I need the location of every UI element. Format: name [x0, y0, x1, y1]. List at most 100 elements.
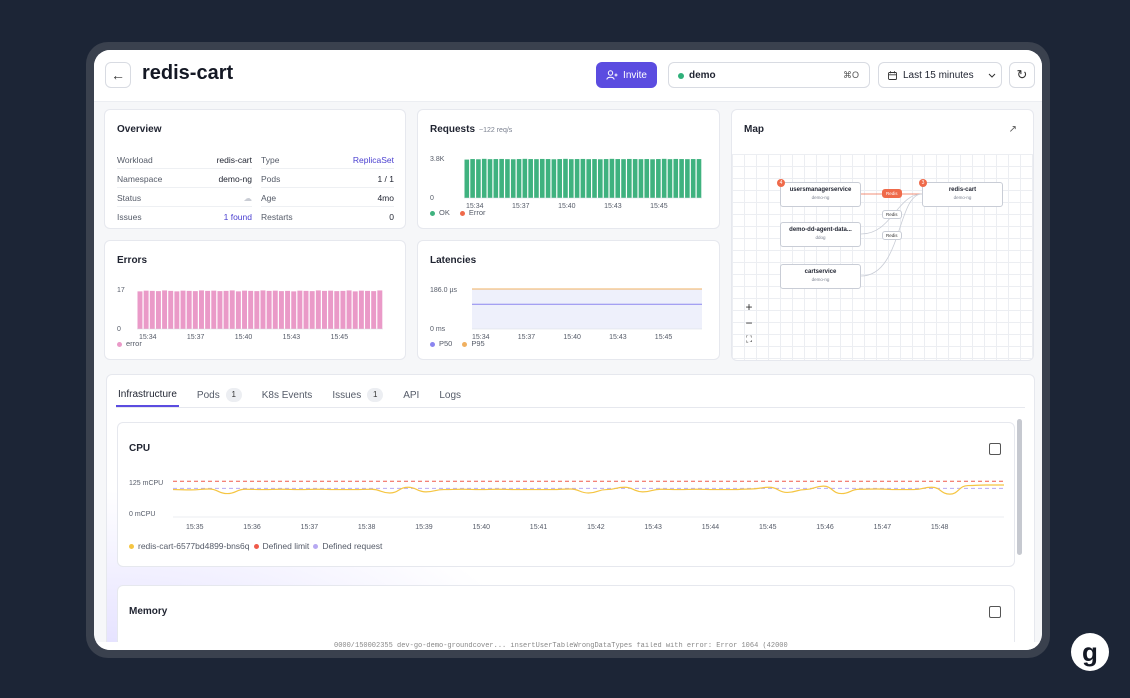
cloud-status-icon: ☁ [243, 193, 253, 203]
x-tick-label: 15:37 [512, 203, 530, 210]
refresh-button[interactable]: ↻ [1009, 62, 1035, 88]
bar [644, 159, 650, 198]
bar [464, 159, 470, 198]
tab-logs[interactable]: Logs [437, 383, 463, 407]
tab-api[interactable]: API [401, 383, 421, 407]
y-tick-label: 17 [117, 287, 125, 294]
x-tick-label: 15:38 [358, 524, 376, 531]
issues-link[interactable]: 1 found [223, 212, 252, 222]
map-node-demo-dd-agent[interactable]: demo-dd-agent-data... ddog [780, 222, 861, 247]
map-node-cartservice[interactable]: cartservice demo-ng [780, 264, 861, 289]
requests-title: Requests ~122 req/s [430, 124, 512, 135]
zoom-in-button[interactable]: + [745, 300, 753, 314]
errors-chart: 17 0 15:34 15:37 15:40 15:43 15:45 [117, 287, 383, 341]
bar [638, 159, 644, 198]
invite-button[interactable]: Invite [596, 62, 657, 88]
overview-row: Status ☁ [117, 188, 252, 207]
tab-k8s-events[interactable]: K8s Events [260, 383, 315, 407]
overview-label: Workload [117, 155, 153, 165]
node-name: usersmanagerservice [789, 187, 852, 193]
cpu-card: CPU 125 mCPU 0 mCPU 15:35 15:36 15:37 15:38 15… [117, 422, 1015, 567]
y-tick-label: 3.8K [430, 156, 445, 163]
bar [309, 291, 315, 329]
bar [557, 159, 562, 198]
x-tick-label: 15:37 [518, 334, 536, 341]
overview-row: Pods 1 / 1 [261, 169, 394, 188]
bar [285, 290, 291, 329]
errors-legend: error [117, 339, 142, 348]
log-line: 0000/150002355 dev-go-demo-groundcover..… [94, 642, 1042, 650]
x-tick-label: 15:42 [587, 524, 605, 531]
bar [168, 290, 174, 329]
fit-view-button[interactable]: ⛶ [745, 334, 753, 344]
overview-title: Overview [117, 124, 162, 135]
legend-error: Error [459, 208, 486, 217]
bar [377, 290, 383, 329]
bar [534, 159, 539, 198]
bar [632, 159, 638, 198]
latencies-title: Latencies [430, 255, 477, 266]
y-tick-label: 0 mCPU [129, 511, 155, 518]
bar [528, 159, 533, 198]
scrollbar[interactable] [1017, 419, 1022, 555]
bar [685, 159, 690, 198]
requests-chart: 3.8K 0 15:34 15:37 15:40 15:43 15:45 [430, 156, 702, 210]
chart-options-icon[interactable] [989, 606, 1001, 618]
bar [242, 290, 247, 329]
legend-p50: P50 [430, 339, 452, 348]
tab-label: Issues [332, 389, 362, 401]
tab-divider [116, 407, 1025, 408]
zoom-out-button[interactable]: − [745, 316, 753, 330]
x-tick-label: 15:46 [816, 524, 834, 531]
x-tick-label: 15:37 [187, 334, 205, 341]
tab-pods[interactable]: Pods 1 [195, 383, 244, 407]
node-name: demo-dd-agent-data... [789, 227, 852, 233]
legend-limit: Defined limit [253, 541, 309, 551]
tab-label: Infrastructure [118, 388, 177, 400]
overview-row: Age 4mo [261, 188, 394, 207]
bar [278, 291, 284, 329]
back-button[interactable]: ← [105, 62, 131, 88]
time-range-select[interactable]: Last 15 minutes [878, 62, 1002, 88]
environment-select[interactable]: demo ⌘O [668, 62, 870, 88]
tab-bar: Infrastructure Pods 1 K8s Events Issues 1 … [116, 383, 463, 407]
bar [627, 158, 632, 198]
tab-issues[interactable]: Issues 1 [330, 383, 385, 407]
bar [143, 290, 149, 329]
bar [180, 290, 186, 329]
bar [580, 158, 586, 198]
legend-error: error [117, 339, 142, 348]
brand-logo-icon: g [1071, 633, 1109, 671]
details-panel: Infrastructure Pods 1 K8s Events Issues 1 … [106, 374, 1035, 650]
bar [149, 290, 155, 329]
type-link[interactable]: ReplicaSet [352, 155, 394, 165]
x-tick-label: 15:40 [558, 203, 576, 210]
x-tick-label: 15:45 [759, 524, 777, 531]
bar [679, 159, 684, 198]
map-card: Map ↗ 4 usersmanagerservice demo-ng 3 red… [731, 109, 1034, 361]
y-tick-label: 125 mCPU [129, 480, 163, 487]
environment-label: demo [689, 70, 716, 81]
x-tick-label: 15:44 [702, 524, 720, 531]
bar [328, 290, 334, 329]
legend-label: P50 [439, 339, 453, 348]
map-node-redis-cart[interactable]: 3 redis-cart demo-ng [919, 179, 1003, 207]
overview-value: redis-cart [216, 155, 252, 165]
overview-label: Namespace [117, 174, 163, 184]
arrow-left-icon: ← [111, 67, 125, 83]
errors-title: Errors [117, 255, 148, 266]
bar [297, 290, 303, 329]
x-tick-label: 15:34 [472, 334, 490, 341]
calendar-icon [888, 70, 897, 80]
latencies-legend: P50 P95 [430, 339, 485, 348]
tab-infrastructure[interactable]: Infrastructure [116, 383, 179, 407]
map-node-usersmanagerservice[interactable]: 4 usersmanagerservice demo-ng [777, 179, 861, 207]
overview-row: Issues 1 found [117, 207, 252, 226]
chart-options-icon[interactable] [989, 443, 1001, 455]
node-namespace: demo-ng [953, 195, 972, 200]
x-tick-label: 15:34 [139, 334, 157, 341]
node-name: cartservice [804, 269, 837, 275]
latencies-chart: 186.0 µs 0 ms 15:34 15:37 15:40 15:43 15:45 [430, 287, 702, 341]
log-text: 0000/150002355 dev-go-demo-groundcover..… [334, 642, 788, 650]
external-link-icon[interactable]: ↗ [1008, 124, 1017, 135]
